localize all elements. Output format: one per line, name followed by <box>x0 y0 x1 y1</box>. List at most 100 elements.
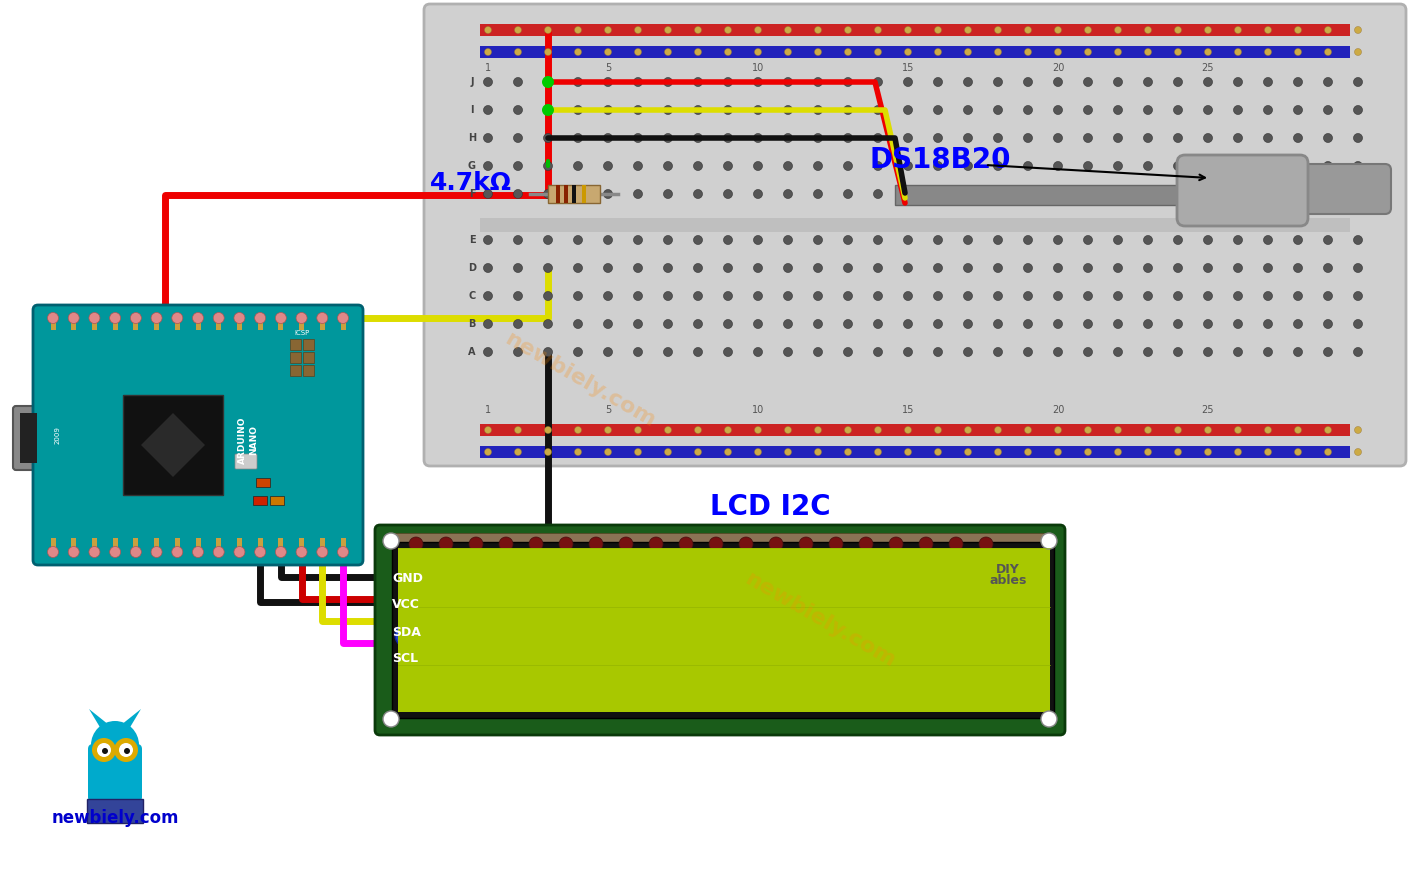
Bar <box>236 316 242 330</box>
Circle shape <box>874 48 881 55</box>
Circle shape <box>753 236 762 245</box>
Circle shape <box>1024 263 1032 273</box>
Circle shape <box>844 48 852 55</box>
Circle shape <box>665 448 672 455</box>
Circle shape <box>874 448 881 455</box>
Circle shape <box>544 426 551 433</box>
Bar <box>340 538 346 552</box>
Circle shape <box>1114 105 1122 115</box>
Circle shape <box>934 263 943 273</box>
Circle shape <box>1175 48 1182 55</box>
Circle shape <box>843 236 853 245</box>
Circle shape <box>544 448 551 455</box>
Circle shape <box>994 189 1002 198</box>
Circle shape <box>665 426 672 433</box>
Circle shape <box>1054 319 1062 329</box>
Circle shape <box>903 161 913 170</box>
Circle shape <box>994 347 1002 356</box>
Circle shape <box>843 347 853 356</box>
Circle shape <box>873 347 883 356</box>
Circle shape <box>1175 426 1182 433</box>
Circle shape <box>1085 448 1092 455</box>
Circle shape <box>934 26 941 33</box>
Circle shape <box>544 48 551 55</box>
Circle shape <box>783 347 793 356</box>
Circle shape <box>964 236 973 245</box>
Circle shape <box>1353 133 1363 142</box>
Circle shape <box>1294 426 1302 433</box>
Circle shape <box>1293 347 1303 356</box>
Circle shape <box>994 263 1002 273</box>
Circle shape <box>1041 533 1057 549</box>
Circle shape <box>1115 426 1122 433</box>
Circle shape <box>605 426 611 433</box>
Circle shape <box>1323 189 1333 198</box>
Circle shape <box>514 26 521 33</box>
Circle shape <box>964 189 973 198</box>
Circle shape <box>1024 319 1032 329</box>
Circle shape <box>1353 263 1363 273</box>
Circle shape <box>1054 77 1062 87</box>
Circle shape <box>1054 133 1062 142</box>
Circle shape <box>255 546 266 558</box>
Circle shape <box>574 161 582 170</box>
Circle shape <box>695 26 702 33</box>
Circle shape <box>1293 189 1303 198</box>
Bar <box>71 538 77 552</box>
Circle shape <box>574 48 581 55</box>
Circle shape <box>1114 347 1122 356</box>
Circle shape <box>1143 133 1152 142</box>
Circle shape <box>1233 133 1243 142</box>
Circle shape <box>843 263 853 273</box>
Circle shape <box>68 546 80 558</box>
Circle shape <box>1143 189 1152 198</box>
Circle shape <box>514 426 521 433</box>
Circle shape <box>664 347 672 356</box>
Bar <box>896 185 1185 205</box>
Circle shape <box>695 426 702 433</box>
Circle shape <box>903 133 913 142</box>
Circle shape <box>1354 48 1361 55</box>
Circle shape <box>934 448 941 455</box>
Bar <box>278 316 283 330</box>
FancyBboxPatch shape <box>424 4 1405 466</box>
Circle shape <box>873 189 883 198</box>
Polygon shape <box>121 709 141 729</box>
Circle shape <box>93 738 115 762</box>
Circle shape <box>1323 291 1333 301</box>
Circle shape <box>151 546 162 558</box>
Circle shape <box>843 319 853 329</box>
Circle shape <box>964 105 973 115</box>
Bar <box>258 316 262 330</box>
Circle shape <box>635 26 641 33</box>
Circle shape <box>1233 236 1243 245</box>
Circle shape <box>514 319 523 329</box>
Circle shape <box>1263 133 1273 142</box>
Text: 10: 10 <box>752 405 765 415</box>
Circle shape <box>1293 77 1303 87</box>
Circle shape <box>1055 448 1061 455</box>
Circle shape <box>498 537 513 551</box>
Circle shape <box>131 546 141 558</box>
Circle shape <box>1145 26 1152 33</box>
Circle shape <box>1235 48 1242 55</box>
Text: B: B <box>468 319 476 329</box>
Bar <box>582 185 587 203</box>
Text: H: H <box>468 133 476 143</box>
Circle shape <box>634 161 642 170</box>
Circle shape <box>1263 161 1273 170</box>
Circle shape <box>1114 319 1122 329</box>
Circle shape <box>1263 189 1273 198</box>
Circle shape <box>514 105 523 115</box>
Circle shape <box>544 319 553 329</box>
Circle shape <box>813 161 823 170</box>
Circle shape <box>1263 319 1273 329</box>
Circle shape <box>994 105 1002 115</box>
Circle shape <box>873 77 883 87</box>
Text: 20: 20 <box>1052 63 1064 73</box>
Circle shape <box>1114 236 1122 245</box>
Text: C: C <box>468 291 476 301</box>
Circle shape <box>1353 291 1363 301</box>
Circle shape <box>934 133 943 142</box>
Circle shape <box>634 319 642 329</box>
